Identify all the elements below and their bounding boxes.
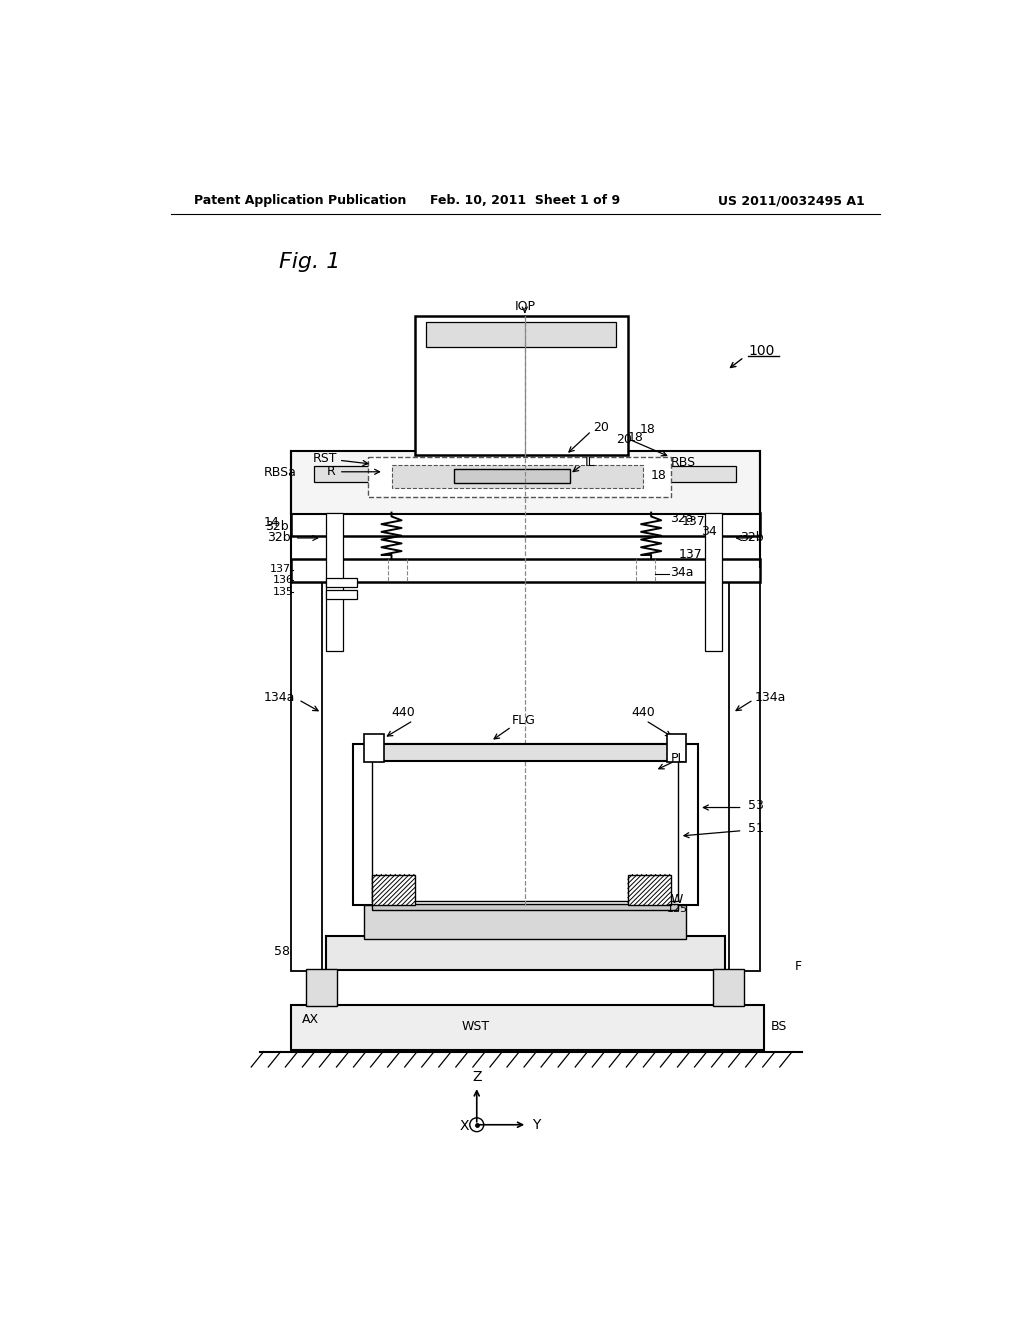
Text: 51: 51 (748, 822, 764, 834)
Text: 137: 137 (270, 564, 291, 574)
Text: RST: RST (312, 453, 337, 465)
Text: 53: 53 (748, 799, 764, 812)
Text: 34a: 34a (671, 566, 694, 579)
Text: WST: WST (461, 1020, 489, 1034)
Text: 440: 440 (391, 706, 415, 719)
Text: 20: 20 (593, 421, 609, 434)
Bar (391, 465, 643, 488)
Bar (365, 734, 384, 762)
Text: 20: 20 (616, 433, 632, 446)
Text: 18: 18 (651, 469, 667, 482)
Text: BS: BS (771, 1019, 787, 1032)
Text: 137: 137 (678, 548, 702, 561)
Bar (369, 743, 682, 760)
Text: Feb. 10, 2011  Sheet 1 of 9: Feb. 10, 2011 Sheet 1 of 9 (430, 194, 620, 207)
Text: RBS: RBS (671, 455, 695, 469)
Bar (372, 874, 415, 906)
Text: 58: 58 (273, 945, 290, 958)
Bar (426, 322, 616, 347)
Text: Fig. 1: Fig. 1 (280, 252, 341, 272)
Text: IL: IL (586, 455, 596, 469)
Text: Y: Y (532, 1118, 541, 1131)
Text: 136: 136 (273, 576, 294, 585)
Text: US 2011/0032495 A1: US 2011/0032495 A1 (718, 194, 864, 207)
Bar (729, 566, 760, 970)
Bar (326, 590, 356, 599)
Text: 100: 100 (748, 345, 774, 358)
Text: 34: 34 (701, 525, 717, 539)
Bar (291, 566, 322, 970)
Text: 18: 18 (640, 422, 655, 436)
Bar (291, 1006, 764, 1051)
Text: Z: Z (472, 1071, 481, 1084)
Text: PL: PL (671, 752, 685, 766)
Text: Patent Application Publication: Patent Application Publication (194, 194, 407, 207)
Bar (326, 578, 356, 587)
Bar (369, 457, 671, 498)
Text: IOP: IOP (514, 300, 536, 313)
Text: 32b: 32b (740, 531, 764, 544)
Text: F: F (795, 961, 802, 973)
Text: 32a: 32a (671, 512, 694, 525)
Bar (628, 874, 671, 906)
Text: AX: AX (302, 1012, 319, 1026)
Text: 14: 14 (263, 516, 280, 529)
Text: 440: 440 (632, 706, 655, 719)
Text: 134a: 134a (263, 690, 295, 704)
Bar (314, 466, 736, 482)
Text: W: W (671, 892, 683, 906)
Bar (326, 512, 343, 651)
Text: 32b: 32b (265, 520, 289, 533)
Bar (454, 470, 569, 483)
Bar (372, 904, 678, 909)
Text: FLG: FLG (511, 714, 536, 727)
Text: 137: 137 (682, 515, 706, 528)
Text: 135: 135 (273, 587, 294, 597)
Bar (291, 558, 760, 582)
Bar (365, 906, 686, 940)
Bar (326, 936, 725, 970)
Text: 18: 18 (628, 430, 644, 444)
Bar (391, 898, 655, 908)
Bar (706, 512, 722, 651)
Bar (372, 759, 678, 902)
Text: RBSa: RBSa (263, 466, 297, 479)
Bar (667, 734, 686, 762)
Bar (291, 451, 760, 513)
Bar (415, 317, 628, 455)
Text: X: X (460, 1118, 469, 1133)
Bar (306, 969, 337, 1006)
Text: 134a: 134a (755, 690, 785, 704)
Bar (713, 969, 744, 1006)
Bar (291, 512, 760, 536)
Text: 32b: 32b (267, 531, 291, 544)
Text: R: R (327, 465, 336, 478)
Bar (352, 743, 697, 906)
Text: 125: 125 (667, 904, 688, 915)
